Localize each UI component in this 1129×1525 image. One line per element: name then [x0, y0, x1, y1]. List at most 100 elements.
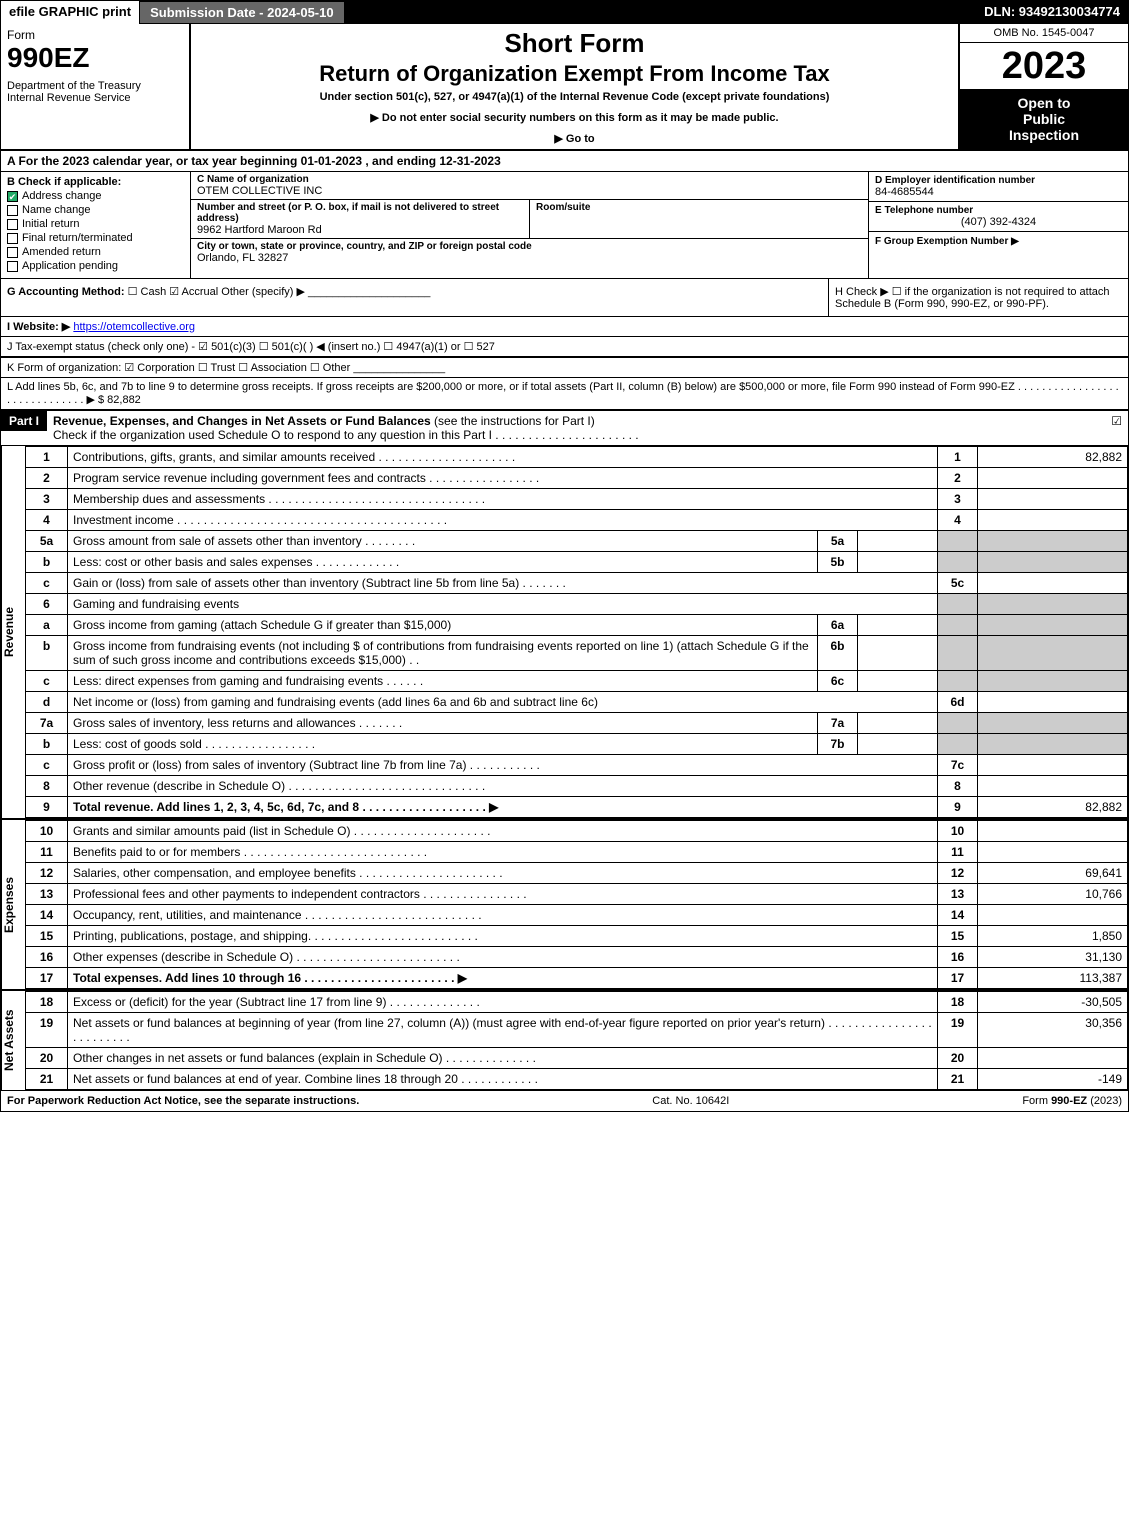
part1-subtitle: (see the instructions for Part I) [434, 414, 595, 428]
i-label: I Website: ▶ [7, 321, 70, 333]
line-boxnum: 21 [938, 1069, 978, 1090]
line-desc: Occupancy, rent, utilities, and maintena… [68, 905, 938, 926]
line-desc: Investment income . . . . . . . . . . . … [68, 510, 938, 531]
footer-right-post: (2023) [1087, 1095, 1122, 1107]
checkbox-initial-return[interactable]: Initial return [7, 218, 184, 230]
line-4: 4Investment income . . . . . . . . . . .… [26, 510, 1128, 531]
line-10: 10Grants and similar amounts paid (list … [26, 821, 1128, 842]
inner-boxnum: 6c [818, 671, 858, 692]
line-amount [978, 692, 1128, 713]
line-boxnum-grey [938, 671, 978, 692]
footer-right-pre: Form [1022, 1095, 1051, 1107]
line-amount [978, 468, 1128, 489]
netassets-vert-label: Net Assets [1, 991, 25, 1090]
checkbox-box[interactable]: ✔ [7, 191, 18, 202]
checkbox-label: Initial return [22, 218, 79, 230]
addr-val: 9962 Hartford Maroon Rd [197, 224, 523, 236]
inner-boxnum: 5a [818, 531, 858, 552]
line-amount: 1,850 [978, 926, 1128, 947]
section-def: D Employer identification number 84-4685… [868, 172, 1128, 278]
line-amount-grey [978, 671, 1128, 692]
top-bar: efile GRAPHIC print Submission Date - 20… [1, 1, 1128, 24]
line-boxnum: 3 [938, 489, 978, 510]
line-d: dNet income or (loss) from gaming and fu… [26, 692, 1128, 713]
part1-header: Part I Revenue, Expenses, and Changes in… [1, 409, 1128, 445]
line-desc: Net income or (loss) from gaming and fun… [68, 692, 938, 713]
checkbox-address-change[interactable]: ✔Address change [7, 190, 184, 202]
part1-check: ☑ [1105, 411, 1128, 431]
line-16: 16Other expenses (describe in Schedule O… [26, 947, 1128, 968]
open2: Public [966, 111, 1122, 127]
l-text: L Add lines 5b, 6c, and 7b to line 9 to … [7, 381, 1119, 406]
line-amount-grey [978, 615, 1128, 636]
checkbox-box[interactable] [7, 205, 18, 216]
line-amount: 30,356 [978, 1013, 1128, 1048]
checkbox-box[interactable] [7, 219, 18, 230]
line-boxnum: 2 [938, 468, 978, 489]
header-middle: Short Form Return of Organization Exempt… [191, 24, 958, 149]
line-num: 9 [26, 797, 68, 818]
website-link[interactable]: https://otemcollective.org [73, 321, 195, 333]
line-num: 1 [26, 447, 68, 468]
e-label: E Telephone number [875, 205, 1122, 216]
line-5a: 5aGross amount from sale of assets other… [26, 531, 1128, 552]
line-num: 19 [26, 1013, 68, 1048]
line-desc: Gross income from fundraising events (no… [68, 636, 818, 671]
line-desc: Professional fees and other payments to … [68, 884, 938, 905]
line-amount [978, 821, 1128, 842]
form-990ez-page: efile GRAPHIC print Submission Date - 20… [0, 0, 1129, 1112]
addr-label: Number and street (or P. O. box, if mail… [197, 202, 523, 224]
line-amount: 69,641 [978, 863, 1128, 884]
checkbox-application-pending[interactable]: Application pending [7, 260, 184, 272]
footer-mid: Cat. No. 10642I [652, 1095, 729, 1107]
checkbox-final-return-terminated[interactable]: Final return/terminated [7, 232, 184, 244]
line-amount-grey [978, 734, 1128, 755]
city-val: Orlando, FL 32827 [197, 252, 862, 264]
line-desc: Other changes in net assets or fund bala… [68, 1048, 938, 1069]
line-num: 8 [26, 776, 68, 797]
line-boxnum-grey [938, 636, 978, 671]
line-boxnum-grey [938, 713, 978, 734]
line-9: 9Total revenue. Add lines 1, 2, 3, 4, 5c… [26, 797, 1128, 818]
line-desc: Gain or (loss) from sale of assets other… [68, 573, 938, 594]
line-num: 14 [26, 905, 68, 926]
line-c: cGain or (loss) from sale of assets othe… [26, 573, 1128, 594]
inner-boxnum: 7b [818, 734, 858, 755]
checkbox-label: Final return/terminated [22, 232, 133, 244]
netassets-section: Net Assets 18Excess or (deficit) for the… [1, 989, 1128, 1090]
inner-val [858, 636, 938, 671]
dln-label: DLN: 93492130034774 [976, 1, 1128, 24]
footer-right: Form 990-EZ (2023) [1022, 1095, 1122, 1107]
netassets-table: 18Excess or (deficit) for the year (Subt… [25, 991, 1128, 1090]
line-boxnum-grey [938, 615, 978, 636]
line-desc: Other expenses (describe in Schedule O) … [68, 947, 938, 968]
open1: Open to [966, 95, 1122, 111]
line-boxnum: 10 [938, 821, 978, 842]
line-8: 8Other revenue (describe in Schedule O) … [26, 776, 1128, 797]
line-num: c [26, 671, 68, 692]
c-name-cell: C Name of organization OTEM COLLECTIVE I… [191, 172, 868, 199]
checkbox-amended-return[interactable]: Amended return [7, 246, 184, 258]
line-num: 13 [26, 884, 68, 905]
c-city-cell: City or town, state or province, country… [191, 239, 868, 266]
line-boxnum: 8 [938, 776, 978, 797]
l-val: 82,882 [107, 394, 141, 406]
checkbox-name-change[interactable]: Name change [7, 204, 184, 216]
inner-boxnum: 6b [818, 636, 858, 671]
line-num: 5a [26, 531, 68, 552]
line-num: 3 [26, 489, 68, 510]
grey-cell [938, 594, 978, 615]
inner-boxnum: 5b [818, 552, 858, 573]
header-left: Form 990EZ Department of the Treasury In… [1, 24, 191, 149]
line-boxnum-grey [938, 552, 978, 573]
line-c: cGross profit or (loss) from sales of in… [26, 755, 1128, 776]
line-num: 17 [26, 968, 68, 989]
checkbox-box[interactable] [7, 233, 18, 244]
expenses-section: Expenses 10Grants and similar amounts pa… [1, 818, 1128, 989]
line-7a: 7aGross sales of inventory, less returns… [26, 713, 1128, 734]
line-amount [978, 842, 1128, 863]
checkbox-box[interactable] [7, 261, 18, 272]
checkbox-box[interactable] [7, 247, 18, 258]
g-h-row: G Accounting Method: ☐ Cash ☑ Accrual Ot… [1, 278, 1128, 316]
line-desc: Gross profit or (loss) from sales of inv… [68, 755, 938, 776]
